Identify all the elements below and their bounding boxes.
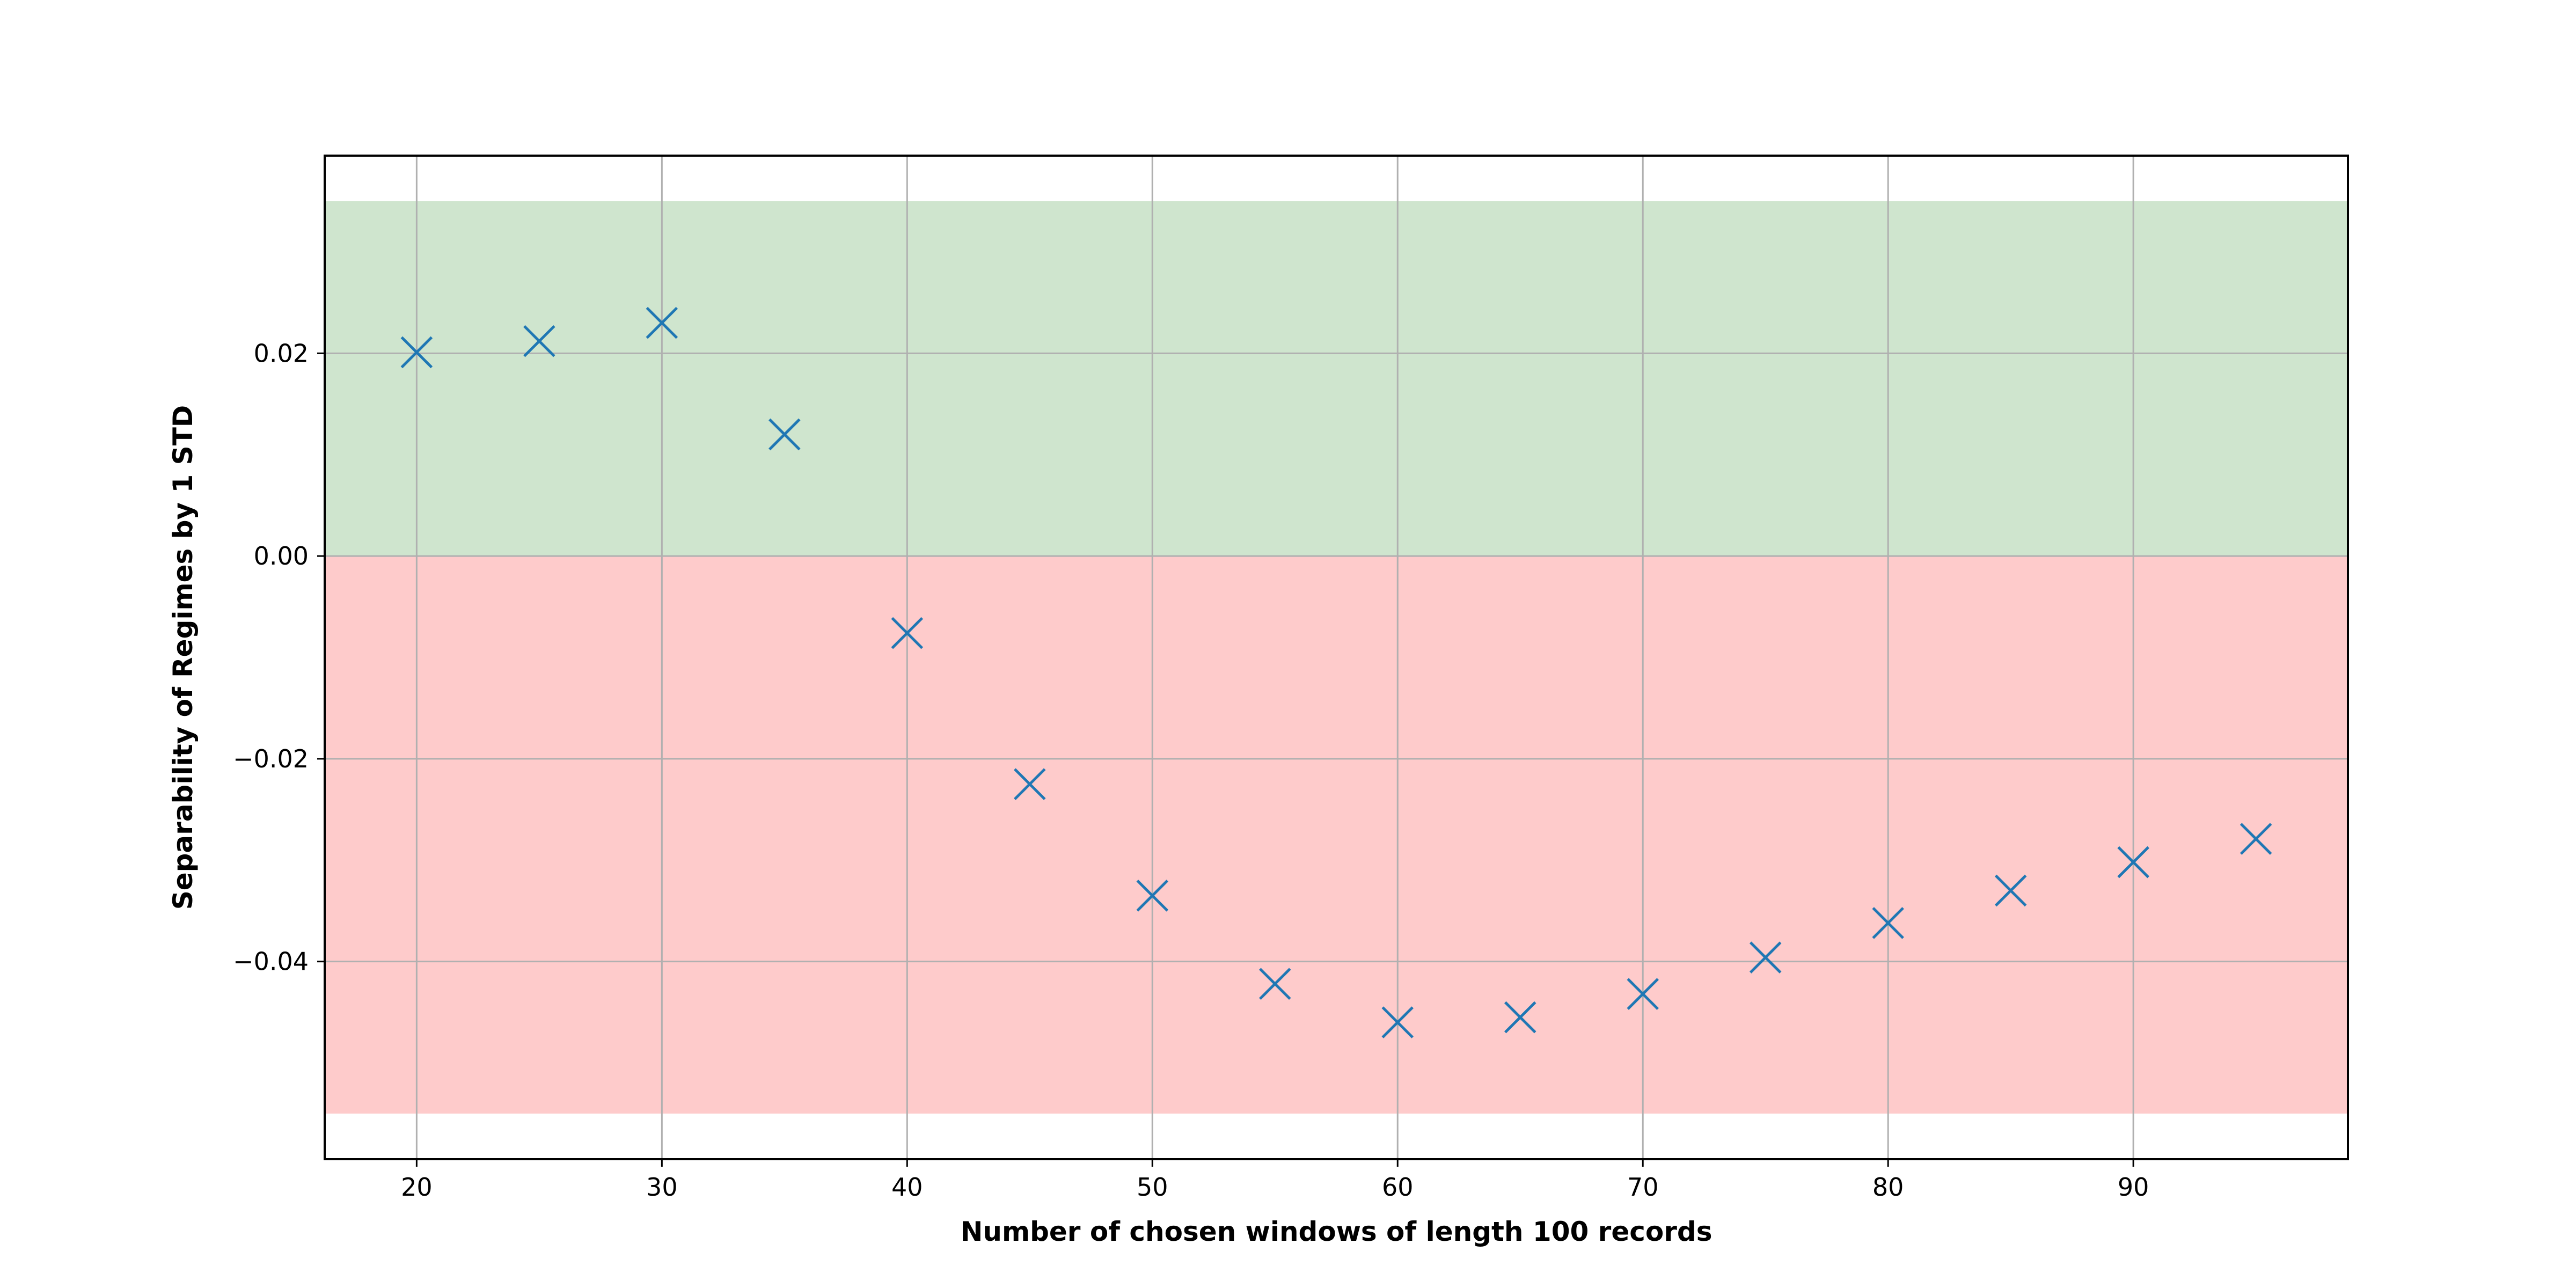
x-tick-label: 40 (891, 1173, 923, 1202)
y-tick-label: −0.02 (233, 744, 309, 773)
y-axis-ticks: 0.02 0.00 −0.02 −0.04 (233, 339, 325, 976)
x-axis-title: Number of chosen windows of length 100 r… (961, 1216, 1713, 1247)
x-axis-ticks: 20 30 40 50 60 70 80 90 (401, 1159, 2149, 1202)
data-point (1627, 978, 1659, 1010)
data-point (2240, 823, 2272, 855)
x-tick-label: 60 (1382, 1173, 1414, 1202)
y-tick-label: 0.00 (254, 541, 309, 570)
data-point (1258, 968, 1291, 1000)
data-points (400, 306, 2272, 1038)
data-point (400, 336, 433, 369)
grid-lines (325, 156, 2348, 1159)
data-point (2117, 846, 2149, 879)
regime-bands (325, 201, 2348, 1114)
data-point (1504, 1001, 1536, 1034)
data-point (1381, 1006, 1414, 1038)
data-point (1014, 768, 1046, 800)
x-tick-label: 30 (646, 1173, 678, 1202)
data-point (1994, 874, 2027, 907)
data-point (646, 306, 678, 339)
x-tick-label: 80 (1872, 1173, 1904, 1202)
y-tick-label: −0.04 (233, 947, 309, 976)
data-point (1872, 907, 1904, 939)
band-1 (325, 556, 2348, 1114)
x-tick-label: 50 (1137, 1173, 1168, 1202)
data-point (523, 325, 555, 357)
plot-frame (324, 155, 2349, 1160)
x-tick-label: 90 (2118, 1173, 2149, 1202)
data-point (1749, 941, 1782, 974)
band-0 (325, 201, 2348, 557)
x-tick-label: 20 (401, 1173, 433, 1202)
x-tick-label: 70 (1627, 1173, 1659, 1202)
data-point (1136, 880, 1169, 912)
data-point (769, 418, 801, 451)
y-tick-label: 0.02 (254, 339, 309, 368)
y-axis-title: Separability of Regimes by 1 STD (167, 405, 199, 910)
data-point (891, 617, 924, 649)
